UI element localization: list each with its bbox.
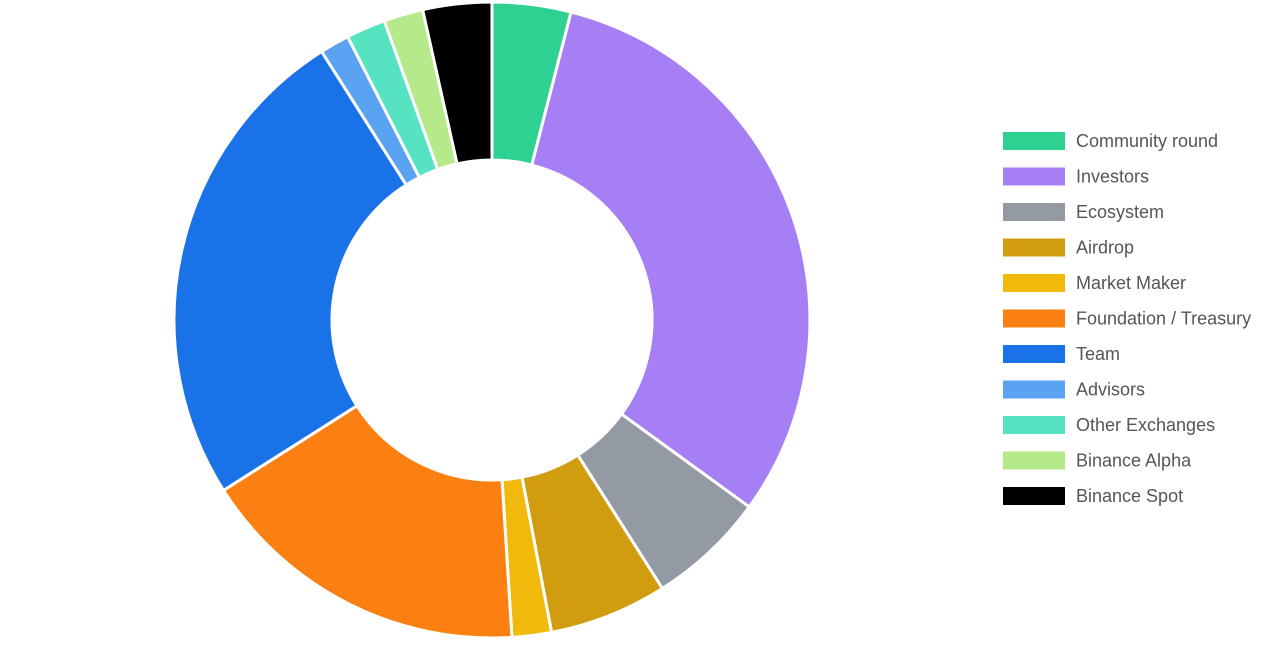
legend-label: Foundation / Treasury <box>1076 308 1251 328</box>
donut-slice <box>420 0 494 166</box>
legend-swatch <box>1003 416 1065 434</box>
legend-label: Binance Alpha <box>1076 450 1192 470</box>
legend-label: Market Maker <box>1076 273 1186 293</box>
legend-swatch <box>1003 345 1065 363</box>
legend-label: Ecosystem <box>1076 202 1164 222</box>
legend-swatch <box>1003 203 1065 221</box>
donut-slice <box>221 403 514 640</box>
legend-label: Airdrop <box>1076 237 1134 257</box>
legend-label: Advisors <box>1076 379 1145 399</box>
legend-swatch <box>1003 487 1065 505</box>
legend-label: Team <box>1076 344 1120 364</box>
legend-swatch <box>1003 274 1065 292</box>
legend-swatch <box>1003 132 1065 150</box>
donut-slice <box>172 49 409 493</box>
legend-label: Binance Spot <box>1076 486 1183 506</box>
legend-swatch <box>1003 309 1065 328</box>
legend-label: Other Exchanges <box>1076 415 1215 435</box>
legend-label: Investors <box>1076 166 1149 186</box>
legend-label: Community round <box>1076 131 1218 151</box>
legend-swatch <box>1003 167 1065 186</box>
legend-swatch <box>1003 380 1065 399</box>
legend-swatch <box>1003 238 1065 257</box>
legend-swatch <box>1003 451 1065 470</box>
donut-slice <box>529 10 812 510</box>
